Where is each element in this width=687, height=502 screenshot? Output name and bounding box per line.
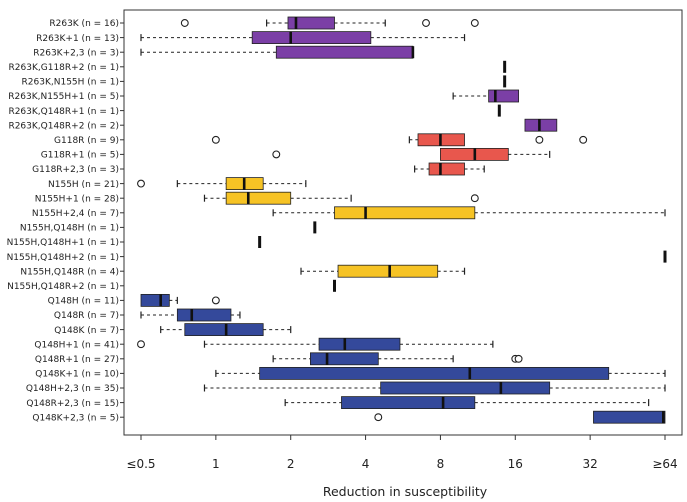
row-label: G118R+2,3 (n = 3): [32, 165, 119, 175]
row-label: Q148R (n = 7): [54, 311, 119, 321]
x-tick-label: ≥64: [652, 457, 677, 471]
box-row: [137, 177, 307, 191]
box-row: [140, 293, 220, 307]
row-label: N155H (n = 21): [48, 180, 119, 190]
x-tick-label: 4: [362, 457, 370, 471]
row-label: R263K (n = 16): [49, 19, 119, 29]
box-row: [300, 264, 466, 278]
box-row: [137, 337, 494, 351]
box-row: [140, 308, 241, 322]
box: [341, 396, 476, 410]
box-row: [140, 31, 466, 45]
row-label: N155H,Q148H+2 (n = 1): [7, 253, 119, 263]
outlier-point: [374, 413, 383, 422]
row-label: N155H,Q148R (n = 4): [20, 267, 119, 277]
box: [225, 191, 292, 205]
row-label: R263K,G118R+2 (n = 1): [9, 63, 119, 73]
row-label: G118R+1 (n = 5): [41, 151, 119, 161]
row-label: G118R (n = 9): [54, 136, 119, 146]
box: [140, 293, 170, 307]
box-row: [140, 45, 415, 59]
outlier-point: [211, 135, 220, 144]
row-label: R263K,N155H+1 (n = 5): [8, 92, 119, 102]
x-tick-label: 1: [212, 457, 220, 471]
box: [259, 366, 610, 380]
box: [380, 381, 551, 395]
x-axis-title: Reduction in susceptibility: [323, 484, 488, 499]
box: [428, 162, 465, 176]
box-row: [160, 323, 292, 337]
box-row: [203, 191, 479, 205]
row-label: Q148H+2,3 (n = 35): [26, 384, 119, 394]
row-label: N155H,Q148R+2 (n = 1): [7, 282, 119, 292]
box-row: [284, 396, 650, 410]
box: [524, 118, 558, 132]
row-label: N155H,Q148H+1 (n = 1): [7, 238, 119, 248]
row-label: R263K,Q148R+1 (n = 1): [8, 107, 119, 117]
box: [310, 352, 379, 366]
box: [334, 206, 476, 220]
row-label: Q148H (n = 11): [48, 297, 119, 307]
outlier-point: [137, 340, 145, 349]
row-label: N155H+2,4 (n = 7): [32, 209, 119, 219]
x-tick-label: 16: [508, 457, 523, 471]
row-labels: R263K (n = 16) R263K+1 (n = 13) R263K+2,3 …: [7, 19, 124, 423]
box-row: [452, 89, 520, 103]
plot-frame: [123, 9, 683, 436]
box: [318, 337, 401, 351]
box: [251, 31, 372, 45]
box: [593, 410, 666, 424]
outlier-point: [514, 354, 523, 363]
box-row: [180, 16, 479, 30]
box: [275, 45, 414, 59]
box-row: [524, 118, 558, 132]
row-label: N155H,Q148H (n = 1): [20, 224, 119, 234]
row-label: Q148K+2,3 (n = 5): [32, 413, 119, 423]
row-label: Q148H+1 (n = 41): [34, 340, 119, 350]
row-label: Q148K+1 (n = 10): [35, 370, 119, 380]
row-label: N155H+1 (n = 28): [35, 194, 119, 204]
box-row: [211, 133, 588, 147]
outlier-point: [272, 150, 281, 159]
plot-border: [123, 9, 683, 436]
box-marks: [137, 16, 667, 424]
outlier-point: [422, 19, 430, 27]
row-label: R263K+2,3 (n = 3): [33, 48, 119, 58]
x-tick-label: 2: [287, 457, 295, 471]
box: [287, 16, 335, 30]
box: [176, 308, 232, 322]
outlier-point: [180, 19, 189, 27]
outlier-point: [535, 135, 544, 144]
outlier-point: [470, 19, 479, 27]
row-label: Q148R+2,3 (n = 15): [26, 399, 119, 409]
outlier-point: [579, 135, 588, 144]
box: [337, 264, 439, 278]
outlier-point: [211, 296, 220, 305]
box-row: [414, 162, 485, 176]
box-row: [272, 352, 523, 366]
box-row: [203, 381, 666, 395]
box-row: [272, 147, 551, 161]
row-label: Q148R+1 (n = 27): [35, 355, 119, 365]
box: [488, 89, 520, 103]
x-tick-label: 32: [583, 457, 598, 471]
box-row: [272, 206, 666, 220]
row-label: Q148K (n = 7): [54, 326, 119, 336]
box-row: [374, 410, 666, 424]
x-axis: ≤0.5 1 2 4 8 16 32 ≥64: [126, 435, 678, 471]
row-label: R263K+1 (n = 13): [36, 34, 119, 44]
outlier-point: [137, 179, 145, 188]
outlier-point: [470, 194, 479, 203]
x-tick-label: 8: [437, 457, 445, 471]
row-label: R263K,Q148R+2 (n = 2): [8, 121, 119, 131]
box-row: [215, 366, 666, 380]
row-label: R263K,N155H (n = 1): [22, 78, 119, 88]
x-tick-label: ≤0.5: [126, 457, 155, 471]
box: [184, 323, 264, 337]
